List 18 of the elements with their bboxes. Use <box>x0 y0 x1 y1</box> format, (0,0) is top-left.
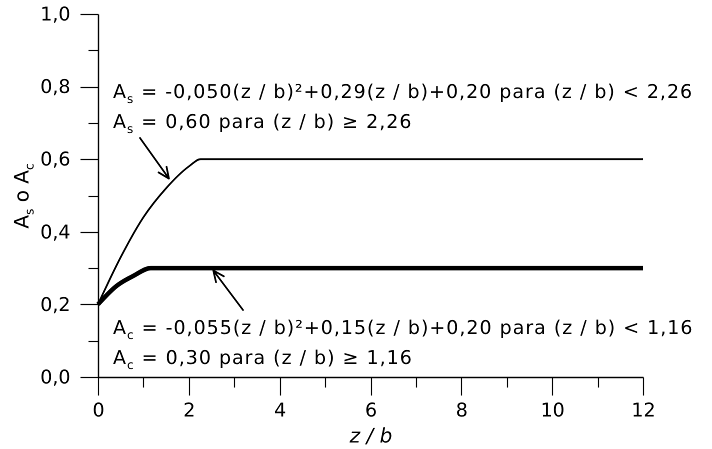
x-tick-label: 0 <box>92 400 105 422</box>
annotation: A$_{s}$ = 0,60 para (z / b) ≥ 2,26 <box>113 110 412 136</box>
y-tick-label: 0,2 <box>40 294 70 316</box>
y-tick-label: 0,4 <box>40 221 70 244</box>
x-tick-label: 2 <box>183 400 196 422</box>
x-tick-label: 6 <box>364 400 378 422</box>
y-tick-label: 0,6 <box>40 148 70 171</box>
y-tick-label: 0,0 <box>40 366 70 388</box>
x-tick-label: 12 <box>631 400 656 422</box>
x-tick-label: 10 <box>540 400 565 422</box>
y-tick-label: 0,8 <box>40 76 70 98</box>
x-tick-label: 4 <box>274 400 286 422</box>
x-axis-title: z / b <box>348 424 392 448</box>
annotation: A$_{s}$ = -0,050(z / b)²+0,29(z / b)+0,20 para (z / b) < 2,26 <box>113 80 694 106</box>
x-tick-label: 8 <box>456 400 468 422</box>
annotation: A$_{c}$ = -0,055(z / b)²+0,15(z / b)+0,20 para (z / b) < 1,16 <box>113 316 694 342</box>
y-tick-label: 1,0 <box>40 4 70 26</box>
annotation: A$_{c}$ = 0,30 para (z / b) ≥ 1,16 <box>113 346 413 372</box>
